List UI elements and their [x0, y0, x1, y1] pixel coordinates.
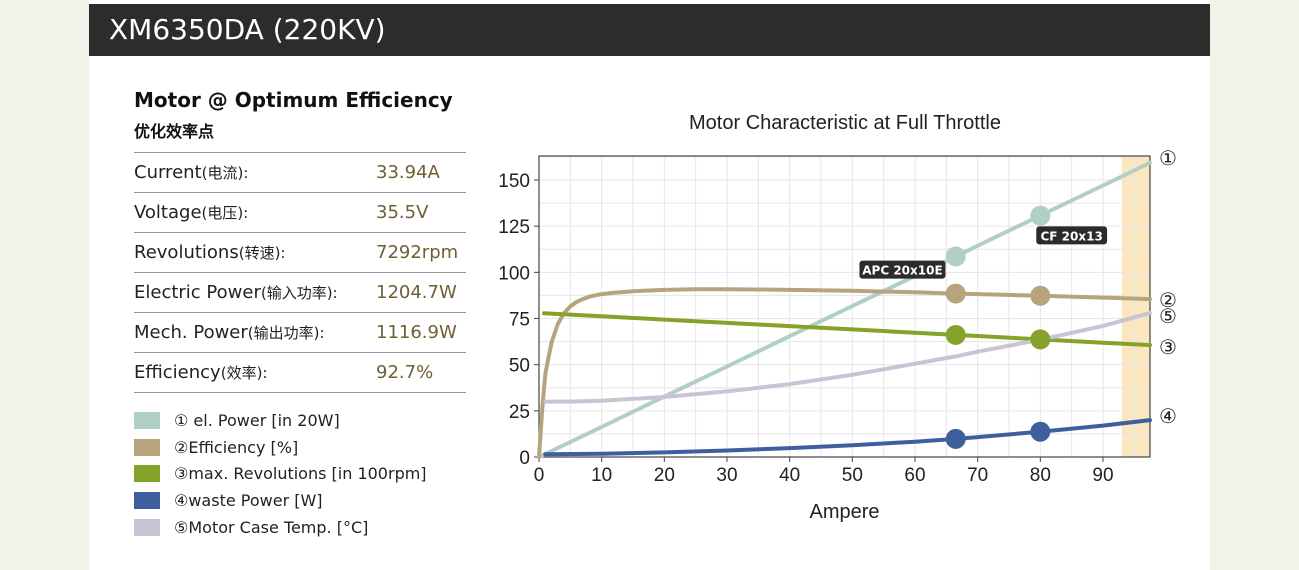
- y-tick-label: 150: [498, 171, 530, 192]
- spec-label-cn: (输入功率):: [260, 284, 338, 302]
- legend-swatch: [134, 518, 160, 536]
- annotation-tag: CF 20x13: [1036, 226, 1108, 245]
- series-line: [543, 311, 1152, 404]
- annotation-tag-bg: [1036, 226, 1108, 245]
- legend-label: ① el. Power [in 20W]: [174, 410, 340, 430]
- x-tick-label: 10: [591, 465, 612, 486]
- series-end-label: ②: [1159, 288, 1177, 312]
- spec-row: Efficiency(效率): 92.7%: [134, 353, 466, 393]
- legend-swatch: [134, 411, 160, 429]
- legend-label: ⑤Motor Case Temp. [°C]: [174, 517, 369, 537]
- series-end-label: ③: [1159, 335, 1177, 359]
- chart-legend: ① el. Power [in 20W] ②Efficiency [%] ③max.…: [134, 407, 466, 540]
- spec-row: Current(电流): 33.94A: [134, 153, 466, 193]
- legend-swatch: [134, 438, 160, 456]
- series-line: [537, 160, 1152, 459]
- spec-row: Voltage(电压): 35.5V: [134, 193, 466, 233]
- legend-swatch: [134, 491, 160, 509]
- spec-label: Current(电流):: [134, 162, 376, 183]
- chart-title: Motor Characteristic at Full Throttle: [689, 112, 1001, 134]
- x-tick-label: 50: [842, 465, 863, 486]
- annotation-label: CF 20x13: [1041, 229, 1103, 243]
- spec-label-en: Electric Power: [134, 282, 261, 303]
- spec-label-en: Mech. Power: [134, 322, 248, 343]
- legend-label: ④waste Power [W]: [174, 490, 323, 510]
- x-tick-label: 30: [716, 465, 737, 486]
- series-line: [543, 418, 1152, 457]
- legend-item: ⑤Motor Case Temp. [°C]: [134, 514, 466, 541]
- y-tick-label: 125: [498, 217, 530, 238]
- spec-value: 1204.7W: [376, 282, 457, 303]
- spec-value: 1116.9W: [376, 322, 457, 343]
- specs-panel: Motor @ Optimum Efficiency 优化效率点 Current…: [134, 88, 466, 540]
- spec-label: Mech. Power(输出功率):: [134, 322, 376, 343]
- x-tick-label: 80: [1030, 465, 1051, 486]
- spec-value: 92.7%: [376, 362, 434, 383]
- spec-label-cn: (效率):: [220, 364, 268, 382]
- y-tick-label: 50: [509, 356, 530, 377]
- x-tick-label: 90: [1092, 465, 1113, 486]
- spec-label-en: Voltage: [134, 202, 202, 223]
- y-tick-label: 100: [498, 263, 530, 284]
- legend-label: ②Efficiency [%]: [174, 437, 299, 457]
- x-tick-label: 70: [967, 465, 988, 486]
- x-tick-label: 0: [534, 465, 545, 486]
- specs-heading: Motor @ Optimum Efficiency: [134, 88, 453, 112]
- legend-item: ③max. Revolutions [in 100rpm]: [134, 460, 466, 487]
- legend-item: ②Efficiency [%]: [134, 434, 466, 461]
- spec-row: Mech. Power(输出功率): 1116.9W: [134, 313, 466, 353]
- series-end-label: ①: [1159, 146, 1177, 170]
- specs-subheading: 优化效率点: [134, 122, 215, 141]
- legend-item: ① el. Power [in 20W]: [134, 407, 466, 434]
- series-marker: [945, 324, 966, 345]
- page-title: XM6350DA (220KV): [89, 4, 1210, 56]
- spec-label: Efficiency(效率):: [134, 362, 376, 383]
- spec-label-en: Current: [134, 162, 202, 183]
- spec-label-en: Revolutions: [134, 242, 239, 263]
- legend-swatch: [134, 465, 160, 483]
- annotation-label: APC 20x10E: [862, 264, 942, 278]
- spec-value: 35.5V: [376, 202, 429, 223]
- x-tick-label: 20: [654, 465, 675, 486]
- series-marker: [1030, 421, 1051, 442]
- spec-label: Electric Power(输入功率):: [134, 282, 376, 303]
- series-marker: [1030, 285, 1051, 306]
- spec-label-cn: (输出功率):: [247, 324, 325, 342]
- x-axis-label: Ampere: [809, 501, 879, 523]
- spec-value: 7292rpm: [376, 242, 459, 263]
- y-tick-label: 25: [509, 402, 530, 423]
- x-tick-label: 40: [779, 465, 800, 486]
- spec-row: Revolutions(转速): 7292rpm: [134, 233, 466, 273]
- series-end-label: ⑤: [1159, 304, 1177, 328]
- y-tick-label: 0: [519, 448, 530, 469]
- spec-label-cn: (电压):: [201, 204, 249, 222]
- series-line: [542, 311, 1152, 348]
- legend-item: ④waste Power [W]: [134, 487, 466, 514]
- series-end-label: ④: [1159, 404, 1177, 428]
- shaded-region: [1121, 156, 1150, 457]
- spec-label: Voltage(电压):: [134, 202, 376, 223]
- spec-label: Revolutions(转速):: [134, 242, 376, 263]
- content-card: [89, 0, 1210, 570]
- x-tick-label: 60: [904, 465, 925, 486]
- legend-label: ③max. Revolutions [in 100rpm]: [174, 464, 427, 484]
- spec-value: 33.94A: [376, 162, 440, 183]
- spec-label-cn: (电流):: [201, 164, 249, 182]
- series-marker: [945, 283, 966, 304]
- series-marker: [1030, 205, 1051, 226]
- spec-label-cn: (转速):: [238, 244, 286, 262]
- spec-row: Electric Power(输入功率): 1204.7W: [134, 273, 466, 313]
- annotation-tag-bg: [859, 260, 946, 279]
- spec-label-en: Efficiency: [134, 362, 221, 383]
- series-marker: [1030, 329, 1051, 350]
- y-tick-label: 75: [509, 310, 530, 331]
- series-marker: [945, 428, 966, 449]
- annotation-tag: APC 20x10E: [859, 260, 946, 279]
- specs-table: Current(电流): 33.94A Voltage(电压): 35.5V Revol…: [134, 152, 466, 393]
- series-marker: [945, 246, 966, 267]
- plot-frame: [538, 155, 1151, 458]
